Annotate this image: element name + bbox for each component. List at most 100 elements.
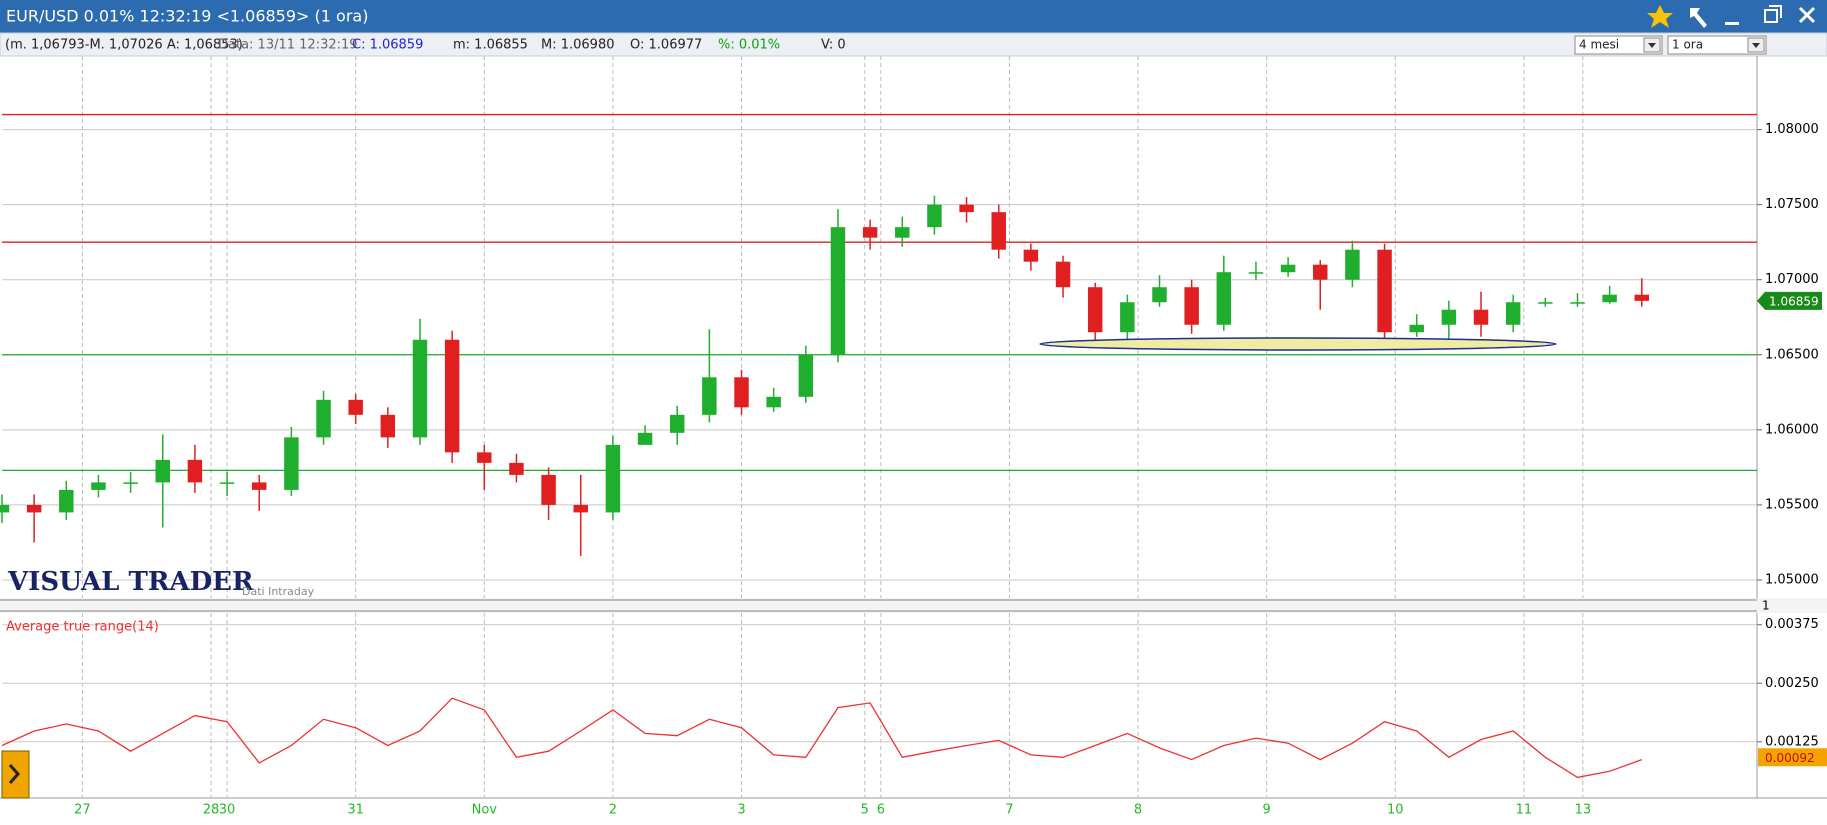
- info-min: m: 1.06855: [453, 38, 528, 53]
- drawn-ellipse[interactable]: [1039, 337, 1557, 351]
- candle-body: [766, 396, 781, 408]
- info-open: O: 1.06977: [630, 38, 702, 53]
- candle-body: [59, 489, 74, 513]
- candle-body: [1023, 249, 1039, 262]
- last-price-label: 1.06859: [1769, 294, 1819, 308]
- x-tick-label: 28: [203, 803, 220, 818]
- minimize-button[interactable]: [1725, 22, 1739, 25]
- candle-body: [219, 482, 235, 484]
- close-button[interactable]: [1798, 6, 1816, 24]
- x-tick-label: 7: [1005, 803, 1013, 818]
- info-close: C: 1.06859: [352, 38, 423, 53]
- x-tick-label: 9: [1263, 803, 1271, 818]
- x-tick-label: 6: [877, 803, 885, 818]
- candle-body: [284, 437, 299, 490]
- candle-body: [1120, 302, 1135, 333]
- candle-body: [1345, 249, 1360, 280]
- last-value-marker: [1758, 748, 1827, 767]
- last-value-label: 0.00092: [1765, 751, 1815, 765]
- candle-body: [91, 482, 106, 490]
- candle-body: [637, 432, 653, 445]
- candle-body: [0, 504, 10, 513]
- candle-body: [1473, 309, 1489, 325]
- candle-body: [187, 459, 203, 483]
- candle-body: [605, 444, 621, 513]
- candle-body: [669, 414, 685, 433]
- candle-body: [927, 204, 942, 228]
- x-tick-label: 2: [609, 803, 617, 818]
- y-tick-label: 1.07500: [1765, 197, 1819, 212]
- candle-body: [26, 504, 42, 513]
- candle-body: [155, 459, 170, 483]
- candle-body: [1570, 302, 1585, 304]
- x-tick-label: 3: [737, 803, 745, 818]
- candle-body: [541, 474, 556, 505]
- candle-body: [251, 482, 267, 490]
- favorite-button[interactable]: [1647, 5, 1673, 28]
- candle-body: [862, 227, 878, 238]
- candle-body: [1441, 309, 1457, 325]
- candle-body: [573, 504, 588, 513]
- info-range: (m. 1,06793-M. 1,07026 A: 1,06853): [5, 38, 243, 53]
- period-select[interactable]: 4 mesi: [1574, 35, 1663, 55]
- y-tick-label: 0.00375: [1765, 617, 1819, 632]
- x-tick-label: 5: [861, 803, 869, 818]
- candle-body: [830, 227, 846, 355]
- candle-body: [380, 414, 396, 438]
- candle-body: [1184, 287, 1199, 325]
- candle-body: [509, 462, 524, 475]
- candle-body: [1216, 272, 1232, 325]
- candle-body: [959, 204, 974, 213]
- candle-body: [1152, 287, 1167, 303]
- tools-button[interactable]: [1690, 8, 1707, 28]
- y-tick-label: 0.00250: [1765, 676, 1819, 691]
- x-tick-label: 31: [347, 803, 364, 818]
- x-tick-label: Nov: [472, 803, 498, 818]
- candle-body: [734, 377, 749, 408]
- candle-body: [1313, 264, 1328, 280]
- info-volume: V: 0: [821, 38, 846, 53]
- title-bar: [0, 0, 1827, 33]
- pane-number: 1: [1762, 599, 1770, 613]
- restore-button[interactable]: [1764, 5, 1782, 23]
- info-date: Data: 13/11 12:32:19: [218, 38, 358, 53]
- last-price-marker: [1757, 291, 1822, 310]
- candle-body: [1538, 302, 1553, 304]
- y-tick-label: 1.05000: [1765, 572, 1819, 587]
- candle-body: [798, 354, 814, 397]
- candle-body: [991, 212, 1006, 250]
- panel-toggle[interactable]: [1, 750, 30, 799]
- candle-body: [1087, 287, 1103, 333]
- indicator-title: Average true range(14): [6, 620, 159, 635]
- candle-body: [123, 482, 138, 484]
- interval-value: 1 ora: [1672, 38, 1703, 52]
- window-title: EUR/USD 0.01% 12:32:19 <1.06859> (1 ora): [6, 7, 368, 26]
- interval-select[interactable]: 1 ora: [1667, 35, 1767, 55]
- candle-body: [1280, 264, 1296, 273]
- candle-body: [1055, 261, 1071, 288]
- candle-body: [444, 339, 460, 453]
- pane-separator: [0, 598, 1827, 613]
- y-tick-label: 0.00125: [1765, 734, 1819, 749]
- x-tick-label: 27: [74, 803, 91, 818]
- candle-body: [412, 339, 428, 438]
- brand-subtitle: Dati Intraday: [242, 585, 315, 598]
- period-value: 4 mesi: [1579, 38, 1619, 52]
- y-tick-label: 1.06000: [1765, 422, 1819, 437]
- info-bar: [0, 32, 1827, 57]
- candle-body: [702, 377, 717, 415]
- y-tick-label: 1.07000: [1765, 272, 1819, 287]
- candle-body: [316, 399, 331, 438]
- candle-body: [1377, 249, 1392, 333]
- candle-body: [1248, 272, 1264, 274]
- info-max: M: 1.06980: [541, 38, 615, 53]
- info-change: %: 0.01%: [718, 38, 780, 53]
- candle-body: [895, 227, 910, 238]
- candle-body: [1505, 302, 1521, 325]
- y-tick-label: 1.08000: [1765, 122, 1819, 137]
- x-tick-label: 11: [1516, 803, 1533, 818]
- x-tick-label: 10: [1387, 803, 1404, 818]
- y-tick-label: 1.05500: [1765, 497, 1819, 512]
